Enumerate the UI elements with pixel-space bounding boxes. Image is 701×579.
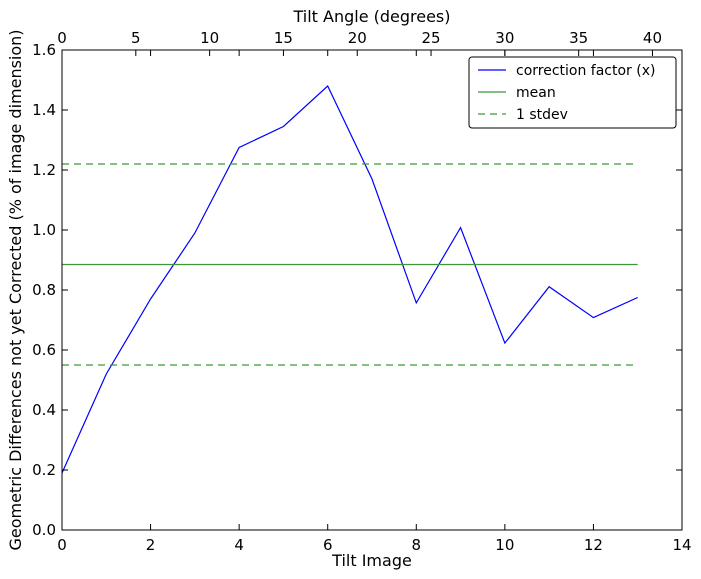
top-x-tick-label: 35: [569, 29, 588, 47]
top-x-tick-label: 20: [348, 29, 367, 47]
y-tick-label: 0.4: [32, 401, 56, 419]
legend-box: [468, 56, 677, 129]
legend-label: 1 stdev: [516, 107, 568, 123]
x-axis-title: Tilt Image: [331, 551, 412, 570]
top-x-tick-label: 5: [131, 29, 141, 47]
y-axis-title: Geometric Differences not yet Corrected …: [6, 29, 25, 550]
series-layer: [61, 85, 638, 474]
top-x-tick-label: 15: [274, 29, 293, 47]
top-x-tick-label: 40: [643, 29, 662, 47]
y-tick-label: 1.2: [32, 161, 56, 179]
top-x-axis-title: Tilt Angle (degrees): [292, 7, 450, 26]
y-tick-label: 0.8: [32, 281, 56, 299]
x-tick-label: 2: [146, 536, 156, 554]
legend-label: mean: [516, 85, 556, 101]
legend: correction factor (x) mean 1 stdev: [468, 56, 677, 129]
x-tick-label: 10: [495, 536, 514, 554]
y-tick-label: 0.6: [32, 341, 56, 359]
series-line-correction-factor-x: [61, 85, 638, 474]
x-tick-label: 6: [323, 536, 333, 554]
y-tick-label: 1.0: [32, 221, 56, 239]
top-x-tick-label: 25: [422, 29, 441, 47]
x-tick-label: 4: [234, 536, 244, 554]
x-tick-label: 12: [584, 536, 603, 554]
y-tick-label: 1.4: [32, 101, 56, 119]
y-tick-label: 0.2: [32, 461, 56, 479]
y-tick-label: 0.0: [32, 521, 56, 539]
x-tick-label: 8: [412, 536, 422, 554]
x-tick-label: 0: [57, 536, 67, 554]
top-x-tick-label: 10: [200, 29, 219, 47]
y-tick-label: 1.6: [32, 41, 56, 59]
top-x-tick-label: 30: [495, 29, 514, 47]
x-tick-label: 14: [672, 536, 691, 554]
ticks-layer: 0 2 4 6 8 10 12 14 0 5 10 15 20 25 30 35 40 0.0 0.2 0.4 0.6 0…: [32, 29, 691, 554]
top-x-tick-label: 0: [57, 29, 67, 47]
legend-label: correction factor (x): [516, 63, 655, 79]
